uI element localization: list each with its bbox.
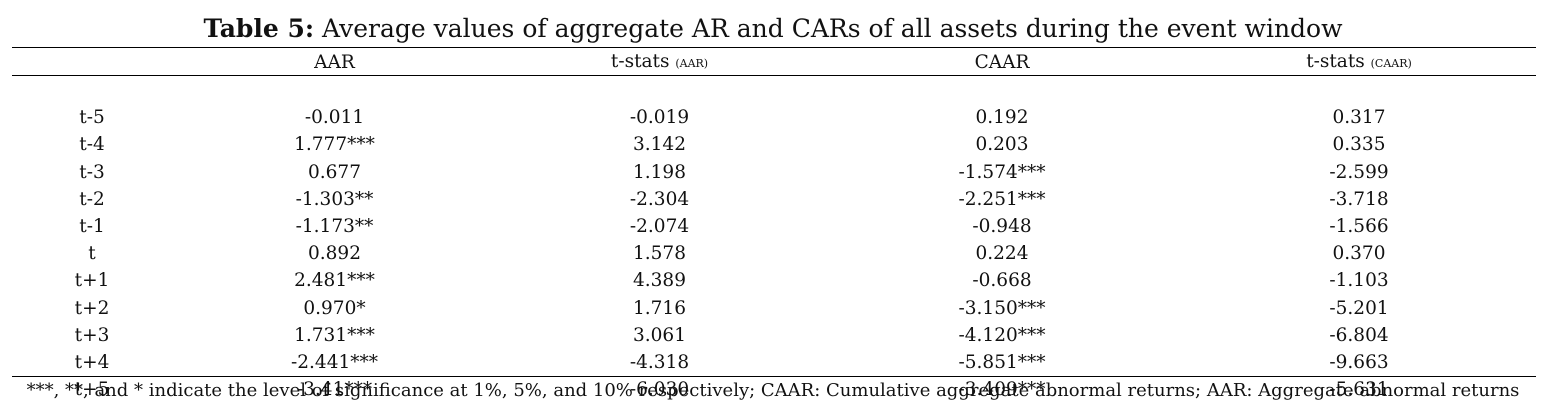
period-cell: t+2 (74, 297, 110, 319)
results-table: AAR t-stats (AAR) CAAR t-stats (CAAR) t-… (12, 49, 1536, 403)
table-row: t+3 1.731*** 3.061 -4.120*** -6.804 (12, 322, 1536, 349)
header-cell-caar: CAAR (974, 52, 1030, 73)
table-row: t+1 2.481*** 4.389 -0.668 -1.103 (12, 267, 1536, 294)
tstats-caar-cell: 0.317 (1332, 107, 1386, 129)
tstats-caar-cell: -5.201 (1329, 297, 1389, 319)
caar-cell: -2.251*** (958, 188, 1046, 210)
aar-cell: 1.777*** (294, 134, 375, 156)
caar-cell: 0.192 (975, 107, 1029, 129)
caar-cell: -5.851*** (958, 352, 1046, 374)
tstats-caar-cell: -1.566 (1329, 216, 1389, 237)
period-cell: t+4 (74, 352, 110, 374)
header-row: AAR t-stats (AAR) CAAR t-stats (CAAR) (12, 49, 1536, 77)
aar-cell: -1.173** (295, 216, 374, 237)
tstats-aar-cell: 1.578 (633, 243, 686, 265)
period-cell: t+1 (74, 270, 110, 292)
period-cell: t+3 (74, 324, 110, 346)
tstats-aar-cell: -6.030 (629, 379, 690, 401)
table-row: t+5 -3.41*** -6.030 -3.409*** -5.631 (12, 376, 1536, 403)
caar-cell: 0.224 (975, 243, 1029, 265)
tstats-aar-cell: 3.142 (633, 134, 686, 156)
aar-cell: -1.303** (295, 188, 374, 210)
table-title-label: Table 5: (203, 14, 315, 43)
table-row: t+2 0.970* 1.716 -3.150*** -5.201 (12, 295, 1536, 322)
aar-cell: 0.970* (303, 297, 366, 319)
table-row: t-1 -1.173** -2.074 -0.948 -1.566 (12, 213, 1536, 240)
tstats-caar-cell: -2.599 (1329, 161, 1389, 183)
bottom-rule (12, 376, 1536, 377)
aar-cell: 1.731*** (294, 324, 375, 346)
table-row: t-2 -1.303** -2.304 -2.251*** -3.718 (12, 186, 1536, 213)
tstats-aar-cell: -2.304 (629, 188, 690, 210)
table-row: t+4 -2.441*** -4.318 -5.851*** -9.663 (12, 349, 1536, 376)
tstats-aar-cell: 1.716 (633, 297, 686, 319)
period-cell: t-4 (79, 134, 105, 156)
tstats-aar-cell: 1.198 (633, 161, 686, 183)
table-footnote: ***, **, and * indicate the level of sig… (26, 380, 1520, 401)
caar-cell: 0.203 (975, 134, 1029, 156)
table-title-text: Average values of aggregate AR and CARs … (314, 14, 1343, 43)
tstats-aar-cell: 4.389 (633, 270, 686, 292)
table-row: t-4 1.777*** 3.142 0.203 0.335 (12, 131, 1536, 158)
aar-cell: -0.011 (304, 107, 365, 129)
aar-cell: 0.892 (308, 243, 361, 265)
period-cell: t-3 (79, 161, 105, 183)
tstats-caar-cell: -3.718 (1329, 188, 1389, 210)
caar-cell: -3.150*** (958, 297, 1046, 319)
tstats-caar-cell: -5.631 (1329, 379, 1389, 401)
caar-cell: -0.668 (972, 270, 1032, 292)
top-rule (12, 47, 1536, 48)
tstats-caar-cell: -1.103 (1329, 270, 1389, 292)
aar-cell: -2.441*** (291, 352, 378, 374)
table-row: t 0.892 1.578 0.224 0.370 (12, 240, 1536, 267)
period-cell: t-5 (79, 107, 105, 129)
tstats-caar-cell: 0.335 (1332, 134, 1386, 156)
period-cell: t (88, 243, 96, 265)
tstats-aar-cell: 3.061 (633, 324, 686, 346)
caar-cell: -3.409*** (958, 379, 1046, 401)
caar-cell: -4.120*** (958, 324, 1046, 346)
tstats-caar-cell: 0.370 (1332, 243, 1386, 265)
tstats-aar-cell: -0.019 (629, 107, 690, 129)
header-cell-tstats-caar: t-stats (CAAR) (1306, 51, 1412, 72)
tstats-caar-cell: -9.663 (1329, 352, 1389, 374)
table-row: t-3 0.677 1.198 -1.574*** -2.599 (12, 159, 1536, 186)
header-cell-tstats-aar: t-stats (AAR) (610, 51, 709, 72)
aar-cell: 2.481*** (294, 270, 375, 292)
caar-cell: -0.948 (972, 216, 1032, 237)
tstats-caar-cell: -6.804 (1329, 324, 1389, 346)
caar-cell: -1.574*** (958, 161, 1046, 183)
table-title: Table 5: Average values of aggregate AR … (0, 13, 1546, 45)
table-row: t-5 -0.011 -0.019 0.192 0.317 (12, 104, 1536, 131)
header-rule (12, 75, 1536, 76)
period-cell: t+5 (74, 379, 110, 401)
tstats-aar-cell: -2.074 (629, 216, 690, 237)
period-cell: t-1 (79, 216, 105, 237)
header-cell-period (12, 49, 172, 77)
aar-cell: 0.677 (308, 161, 361, 183)
aar-cell: -3.41*** (296, 379, 373, 401)
tstats-aar-cell: -4.318 (629, 352, 690, 374)
period-cell: t-2 (79, 188, 105, 210)
header-cell-aar: AAR (314, 52, 355, 73)
